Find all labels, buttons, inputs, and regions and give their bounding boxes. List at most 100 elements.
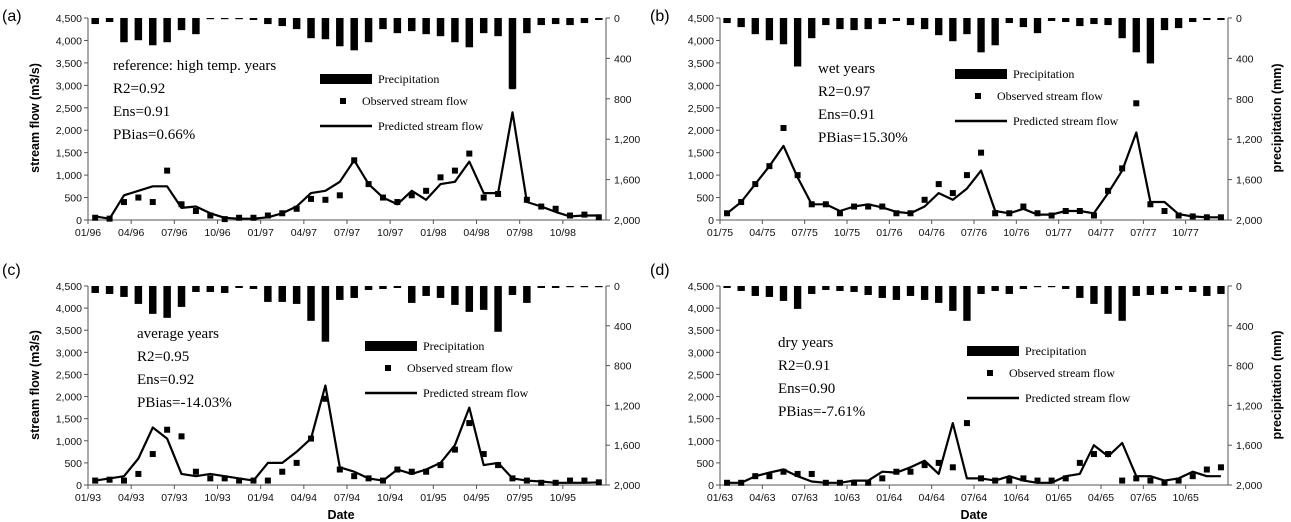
- precip-bar: [307, 286, 315, 321]
- precip-bar: [192, 286, 200, 292]
- legend-label-predicted: Predicted stream flow: [423, 386, 529, 400]
- observed-point: [1217, 214, 1224, 221]
- legend-label-precip: Precipitation: [1013, 67, 1074, 81]
- observed-point: [921, 196, 928, 203]
- observed-point: [250, 477, 257, 484]
- observed-point: [351, 157, 358, 164]
- y2-tick-label: 800: [1236, 94, 1254, 106]
- y2-tick-label: 1,600: [1236, 175, 1262, 187]
- precip-bar: [177, 18, 186, 31]
- observed-point: [1076, 208, 1083, 215]
- observed-point: [106, 476, 113, 483]
- x-tick-label: 04/77: [1088, 227, 1114, 239]
- observed-point: [567, 212, 574, 219]
- precip-bar: [393, 18, 402, 34]
- legend-label-observed: Observed stream flow: [362, 94, 468, 108]
- y-tick-label: 3,000: [688, 347, 714, 359]
- precip-bar: [105, 18, 114, 23]
- y2-tick-label: 400: [614, 321, 632, 333]
- y-tick-label: 1,500: [56, 148, 82, 160]
- x-tick-label: 04/95: [463, 492, 489, 504]
- x-tick-label: 01/97: [248, 227, 274, 239]
- x-tick-label: 07/76: [961, 227, 987, 239]
- observed-point: [766, 163, 773, 170]
- chart-panel-4: (d) 0 500 1,000 1,500 2,000 2,500 3,000 3,500 4,0…: [650, 262, 1262, 504]
- precip-bar: [465, 18, 474, 48]
- y-tick-label: 3,500: [56, 325, 82, 337]
- precip-bar: [1203, 18, 1211, 21]
- observed-point: [106, 215, 113, 222]
- observed-point: [552, 205, 559, 212]
- precip-bar: [220, 286, 229, 293]
- y2-tick-label: 400: [614, 53, 632, 65]
- observed-point: [437, 174, 444, 181]
- y-tick-label: 4,500: [688, 13, 714, 25]
- x-tick-label: 07/75: [792, 227, 818, 239]
- x-tick-label: 07/93: [161, 492, 187, 504]
- precip-bar: [408, 18, 416, 32]
- stats-line: dry years: [778, 335, 834, 351]
- precip-bar: [422, 286, 430, 296]
- y-axis-title-left-bottom: stream flow (m3/s): [28, 330, 42, 440]
- precip-bar: [920, 286, 929, 300]
- precip-bar: [991, 286, 999, 291]
- observed-point: [595, 214, 602, 221]
- y-tick-label: 1,000: [688, 170, 714, 182]
- precip-bar: [1005, 286, 1013, 294]
- x-tick-label: 07/98: [507, 227, 533, 239]
- precip-bar: [465, 286, 474, 312]
- observed-point: [394, 199, 401, 206]
- precip-bar: [379, 286, 387, 289]
- precip-bar: [120, 286, 128, 297]
- y-tick-label: 4,500: [688, 281, 714, 293]
- precip-bar: [379, 18, 387, 30]
- chart-panel-1: (a) 0 500 1,000 1,500 2,000 2,500 3,000 3,500 4,0…: [2, 8, 640, 239]
- observed-point: [365, 475, 372, 482]
- observed-point: [907, 210, 914, 217]
- x-tick-label: 10/95: [550, 492, 576, 504]
- y-tick-label: 4,000: [688, 303, 714, 315]
- y2-tick-label: 0: [614, 13, 620, 25]
- y2-tick-label: 2,000: [614, 215, 640, 227]
- stats-line: PBias=15.30%: [818, 130, 908, 146]
- precip-bar: [1047, 18, 1056, 22]
- observed-point: [766, 473, 773, 480]
- observed-point: [149, 451, 156, 458]
- y-tick-label: 3,500: [688, 58, 714, 70]
- observed-point: [423, 187, 430, 194]
- observed-point: [379, 477, 386, 484]
- precip-bar: [206, 286, 215, 292]
- precip-bar: [580, 18, 589, 24]
- precip-bar: [1005, 18, 1013, 24]
- chart-panel-2: (b) 0 500 1,000 1,500 2,000 2,500 3,000 3,500 4,0…: [650, 8, 1262, 239]
- observed-point: [92, 214, 99, 221]
- precip-bar: [1076, 286, 1084, 298]
- precip-bar: [1033, 18, 1042, 34]
- precip-bar: [350, 18, 358, 51]
- observed-point: [1105, 187, 1112, 194]
- y2-tick-label: 400: [1236, 321, 1254, 333]
- observed-point: [1105, 451, 1112, 458]
- precip-bar: [566, 286, 574, 288]
- observed-point: [1133, 475, 1140, 482]
- legend-label-precip: Precipitation: [423, 339, 484, 353]
- x-tick-label: 01/95: [420, 492, 446, 504]
- precip-bar: [935, 286, 943, 303]
- observed-point: [581, 211, 588, 218]
- x-axis-title-left: Date: [327, 508, 354, 522]
- legend-swatch-precip: [967, 346, 1019, 356]
- precip-bar: [793, 18, 802, 67]
- observed-point: [495, 190, 502, 197]
- precip-bar: [278, 18, 286, 27]
- precip-bar: [91, 18, 99, 25]
- x-tick-label: 01/65: [1046, 492, 1072, 504]
- x-tick-label: 04/97: [291, 227, 317, 239]
- observed-point: [264, 477, 271, 484]
- x-tick-label: 04/96: [118, 227, 144, 239]
- legend-swatch-observed: [975, 93, 981, 99]
- y-tick-label: 1,500: [56, 414, 82, 426]
- observed-point: [207, 212, 214, 219]
- observed-point: [423, 468, 430, 475]
- observed-point: [1006, 210, 1013, 217]
- x-tick-label: 01/75: [707, 227, 733, 239]
